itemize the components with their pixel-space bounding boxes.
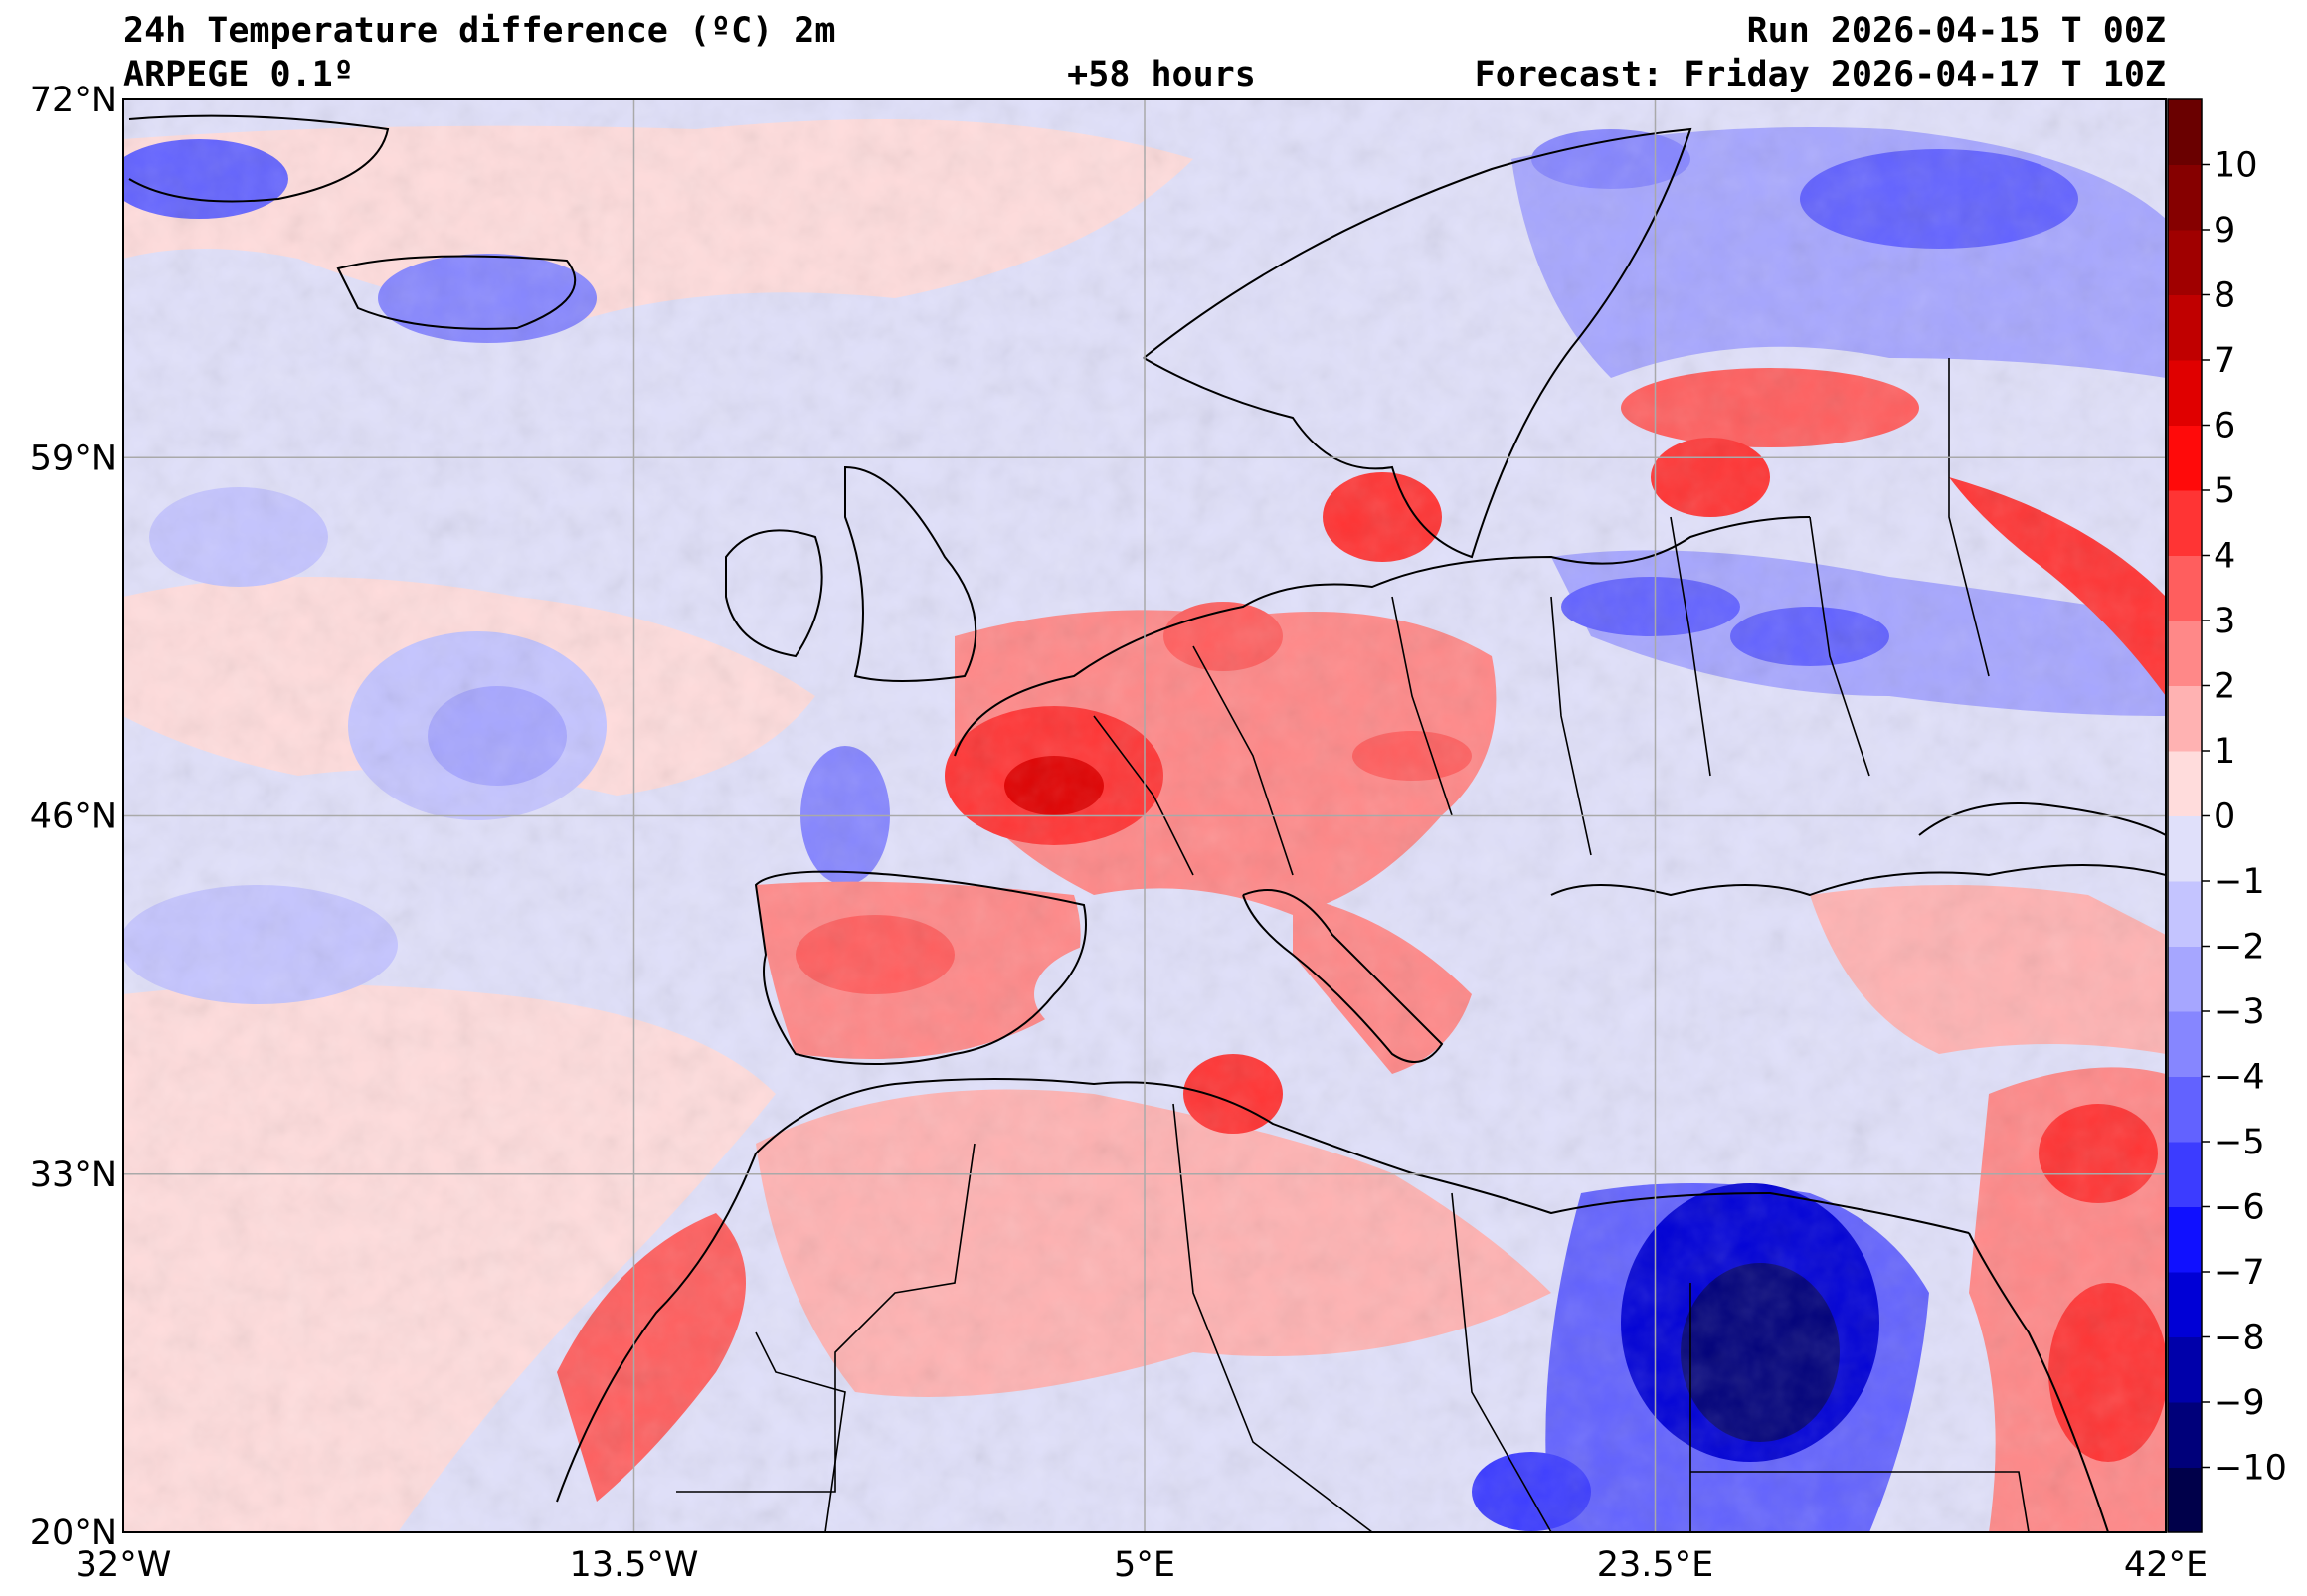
colorbar-segment — [2168, 1272, 2202, 1337]
colorbar-tick-label: 5 — [2214, 471, 2235, 511]
lon-tick-label: 32°W — [76, 1545, 172, 1585]
border-7 — [1948, 358, 1990, 677]
coast-north-africa — [755, 1078, 1970, 1234]
colorbar-segment — [2168, 685, 2202, 752]
border-2 — [1192, 645, 1294, 876]
colorbar-tick-label: −7 — [2214, 1253, 2265, 1293]
colorbar-segment — [2168, 1142, 2202, 1207]
colorbar-tick-label: −10 — [2214, 1449, 2287, 1489]
colorbar-segment — [2168, 164, 2202, 231]
colorbar-tick-label: 0 — [2214, 798, 2235, 837]
coast-iceland — [336, 255, 577, 330]
coast-greenland — [128, 114, 390, 203]
colorbar-segment — [2168, 751, 2202, 816]
colorbar-tick-label: 7 — [2214, 341, 2235, 381]
colorbar-tick-label: −5 — [2214, 1123, 2265, 1162]
colorbar-tick-label: −2 — [2214, 928, 2265, 968]
lat-tick-label: 33°N — [30, 1155, 117, 1195]
colorbar-segment — [2168, 99, 2202, 165]
coast-iberia — [754, 870, 1087, 1065]
colorbar-segment — [2168, 1011, 2202, 1077]
colorbar-segment — [2168, 881, 2202, 947]
border-5 — [1670, 516, 1711, 777]
colorbar-segment — [2168, 1467, 2202, 1533]
coast-scandinavia — [1143, 127, 1692, 559]
colorbar-segment — [2168, 1076, 2202, 1143]
border-1 — [1093, 715, 1194, 876]
colorbar-segment — [2168, 425, 2202, 491]
coast-red-sea — [1968, 1232, 2109, 1532]
colorbar-tick-label: −3 — [2214, 992, 2265, 1032]
border-4 — [1550, 596, 1592, 856]
coast-black-sea-south — [1550, 864, 2166, 897]
run-label: Run 2026-04-15 T 00Z — [1746, 11, 2166, 51]
colorbar-segment — [2168, 294, 2202, 361]
colorbar-segment — [2168, 360, 2202, 426]
plot-frame — [122, 98, 2167, 1533]
colorbar-segment — [2168, 555, 2202, 621]
colorbar-tick-label: 8 — [2214, 276, 2235, 316]
colorbar-segment — [2168, 230, 2202, 295]
colorbar-tick-label: −4 — [2214, 1058, 2265, 1098]
border-11 — [1690, 1471, 2030, 1532]
colorbar-tick-label: 3 — [2214, 602, 2235, 641]
colorbar-tick-label: 4 — [2214, 537, 2235, 577]
border-6 — [1809, 516, 1870, 777]
colorbar-tick-label: −8 — [2214, 1319, 2265, 1358]
coast-italy — [1242, 889, 1444, 1063]
coast-west-africa — [556, 1153, 757, 1503]
chart-title: 24h Temperature difference (ºC) 2m — [123, 11, 836, 51]
coast-north-europe — [954, 516, 1811, 757]
colorbar-tick-label: −6 — [2214, 1188, 2265, 1228]
colorbar-segment — [2168, 490, 2202, 556]
border-12 — [676, 1143, 976, 1493]
colorbar-segment — [2168, 815, 2202, 882]
coast-ireland — [725, 529, 823, 658]
colorbar-tick-label: −1 — [2214, 862, 2265, 902]
lon-tick-label: 13.5°W — [569, 1545, 698, 1585]
lat-tick-label: 46°N — [30, 798, 117, 837]
colorbar-segment — [2168, 946, 2202, 1012]
border-3 — [1391, 596, 1453, 816]
forecast-label: Forecast: Friday 2026-04-17 T 10Z — [1474, 55, 2166, 94]
colorbar-segment — [2168, 1402, 2202, 1468]
lat-axis: 72°N 59°N 46°N 33°N 20°N — [30, 81, 117, 1553]
colorbar-segment — [2168, 621, 2202, 686]
lat-tick-label: 72°N — [30, 81, 117, 120]
colorbar-tick-label: 6 — [2214, 407, 2235, 446]
model-label: ARPEGE 0.1º — [123, 55, 354, 94]
border-9 — [1451, 1192, 1552, 1532]
colorbar-tick-label: 9 — [2214, 211, 2235, 251]
borders — [676, 358, 2030, 1532]
lon-tick-label: 42°E — [2124, 1545, 2208, 1585]
lat-tick-label: 20°N — [30, 1513, 117, 1553]
colorbar-tick-label: 1 — [2214, 732, 2235, 772]
colorbar-tick-label: 2 — [2214, 667, 2235, 707]
border-13 — [755, 1331, 846, 1532]
colorbar-tick-label: −9 — [2214, 1383, 2265, 1423]
lon-tick-label: 23.5°E — [1597, 1545, 1714, 1585]
colorbar-tick-label: 10 — [2214, 146, 2258, 186]
lead-time-label: +58 hours — [1067, 55, 1256, 94]
colorbar-segment — [2168, 1336, 2202, 1403]
lat-tick-label: 59°N — [30, 439, 117, 478]
lon-tick-label: 5°E — [1114, 1545, 1175, 1585]
coast-britain — [844, 465, 977, 682]
coastlines — [128, 114, 2166, 1532]
border-8 — [1172, 1103, 1373, 1532]
colorbar-segment — [2168, 1206, 2202, 1273]
lon-axis: 32°W 13.5°W 5°E 23.5°E 42°E — [76, 1545, 2208, 1585]
